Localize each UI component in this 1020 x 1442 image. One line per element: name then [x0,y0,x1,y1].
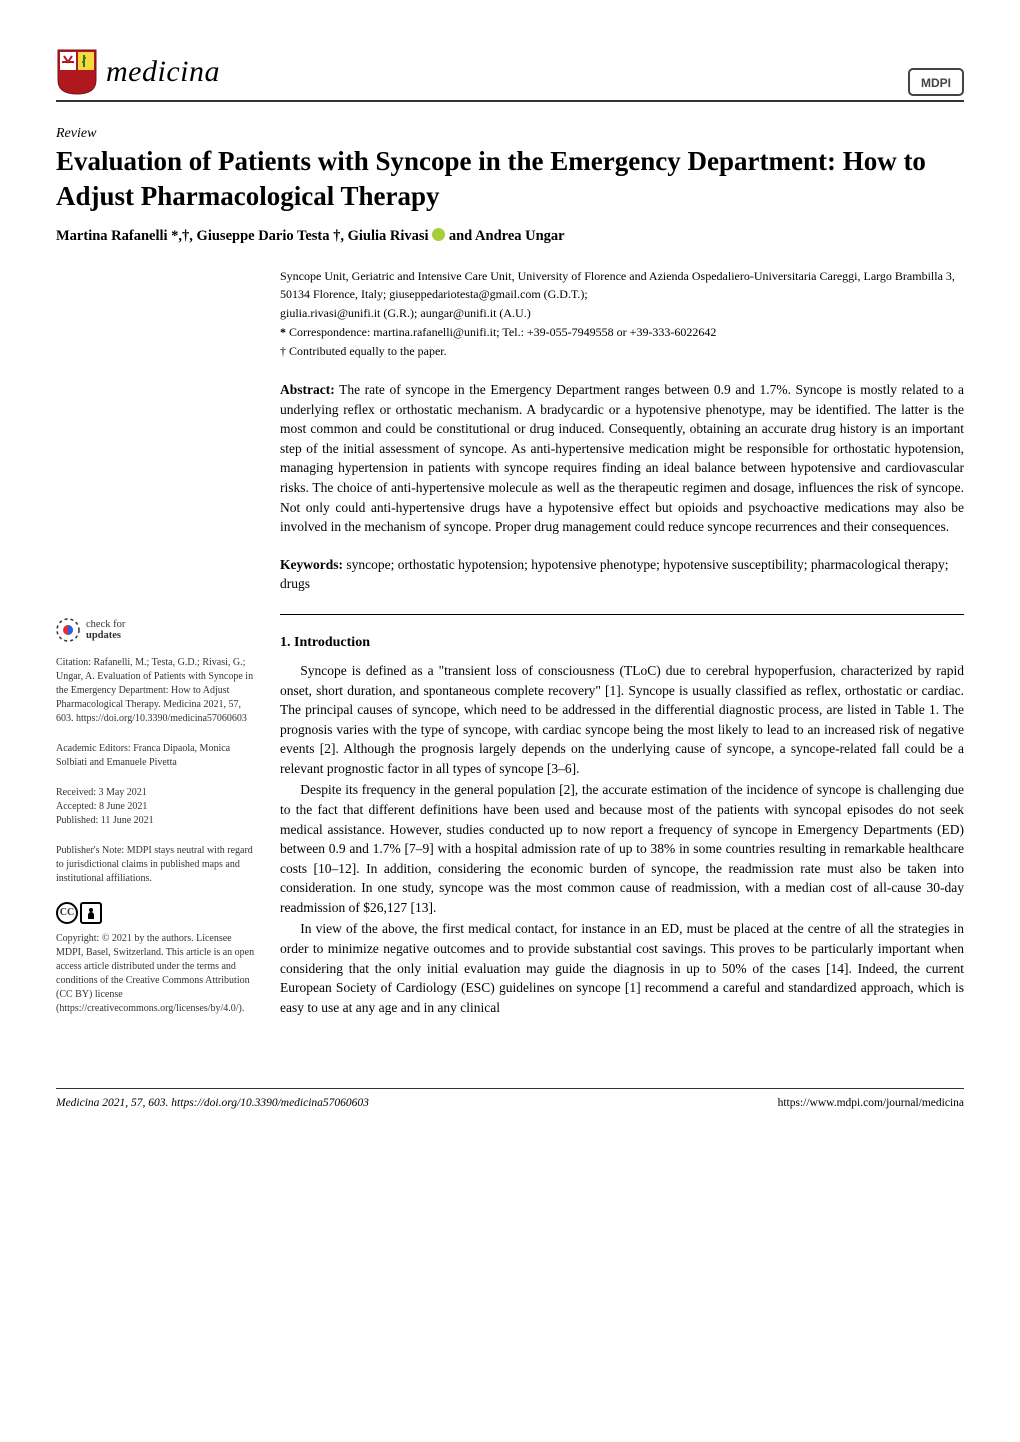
contrib-symbol: † [280,344,286,358]
svg-text:MDPI: MDPI [921,76,951,90]
body-paragraph: Despite its frequency in the general pop… [280,780,964,917]
footer-left: Medicina 2021, 57, 603. https://doi.org/… [56,1097,369,1109]
affil-line: Syncope Unit, Geriatric and Intensive Ca… [280,267,964,303]
citation-text: Citation: Rafanelli, M.; Testa, G.D.; Ri… [56,657,253,724]
cc-license-badge: CC [56,902,260,924]
abstract-label: Abstract: [280,382,335,397]
article-title: Evaluation of Patients with Syncope in t… [56,144,964,214]
authors-head: Martina Rafanelli *,†, Giuseppe Dario Te… [56,228,429,244]
correspondence-line: * Correspondence: martina.rafanelli@unif… [280,323,964,341]
journal-name: medicina [106,55,220,89]
section-divider [280,614,964,615]
journal-url-link[interactable]: https://www.mdpi.com/journal/medicina [778,1097,964,1109]
check-l2: updates [86,630,125,642]
copyright-text: Copyright: © 2021 by the authors. Licens… [56,933,254,1014]
check-l2-bold: updates [86,630,121,641]
journal-brand: medicina [56,48,220,96]
copyright-block: Copyright: © 2021 by the authors. Licens… [56,932,260,1016]
body-paragraph: Syncope is defined as a "transient loss … [280,661,964,778]
two-column-layout: check for updates Citation: Rafanelli, M… [56,380,964,1032]
journal-shield-icon [56,48,98,96]
mdpi-logo-icon: MDPI [908,68,964,96]
check-l1: check for [86,619,125,631]
authors-line: Martina Rafanelli *,†, Giuseppe Dario Te… [56,228,964,245]
by-icon [80,902,102,924]
published-date: Published: 11 June 2021 [56,814,260,828]
main-column: Abstract: The rate of syncope in the Eme… [280,380,964,1032]
pubnote-text: Publisher's Note: MDPI stays neutral wit… [56,845,253,884]
citation-block: Citation: Rafanelli, M.; Testa, G.D.; Ri… [56,656,260,726]
keywords: Keywords: syncope; orthostatic hypotensi… [280,555,964,594]
contrib-text: Contributed equally to the paper. [289,344,447,358]
corr-symbol: * [280,325,286,339]
check-updates-badge[interactable]: check for updates [56,618,260,642]
affiliation-block: Syncope Unit, Geriatric and Intensive Ca… [280,267,964,360]
footer-left-text: Medicina 2021, 57, 603. https://doi.org/… [56,1097,369,1109]
publisher-note-block: Publisher's Note: MDPI stays neutral wit… [56,844,260,886]
keywords-label: Keywords: [280,557,343,572]
authors-tail: and Andrea Ungar [445,228,564,244]
cc-icon: CC [56,902,78,924]
check-updates-icon [56,618,80,642]
keywords-text: syncope; orthostatic hypotension; hypote… [280,557,949,592]
sidebar: check for updates Citation: Rafanelli, M… [56,380,260,1032]
affil-line: giulia.rivasi@unifi.it (G.R.); aungar@un… [280,304,964,322]
header-bar: medicina MDPI [56,48,964,102]
abstract: Abstract: The rate of syncope in the Eme… [280,380,964,537]
page: medicina MDPI Review Evaluation of Patie… [0,0,1020,1141]
abstract-text: The rate of syncope in the Emergency Dep… [280,382,964,534]
article-type: Review [56,126,964,142]
sidebar-spacer [56,380,260,618]
check-updates-text: check for updates [86,619,125,642]
section-heading: 1. Introduction [280,633,964,653]
page-footer: Medicina 2021, 57, 603. https://doi.org/… [56,1088,964,1109]
accepted-date: Accepted: 8 June 2021 [56,800,260,814]
received-date: Received: 3 May 2021 [56,786,260,800]
corr-text: Correspondence: martina.rafanelli@unifi.… [289,325,716,339]
dates-block: Received: 3 May 2021 Accepted: 8 June 20… [56,786,260,828]
footer-right[interactable]: https://www.mdpi.com/journal/medicina [778,1097,964,1109]
body-paragraph: In view of the above, the first medical … [280,919,964,1017]
orcid-icon [432,228,445,241]
editors-block: Academic Editors: Franca Dipaola, Monica… [56,742,260,770]
contrib-line: † Contributed equally to the paper. [280,342,964,360]
